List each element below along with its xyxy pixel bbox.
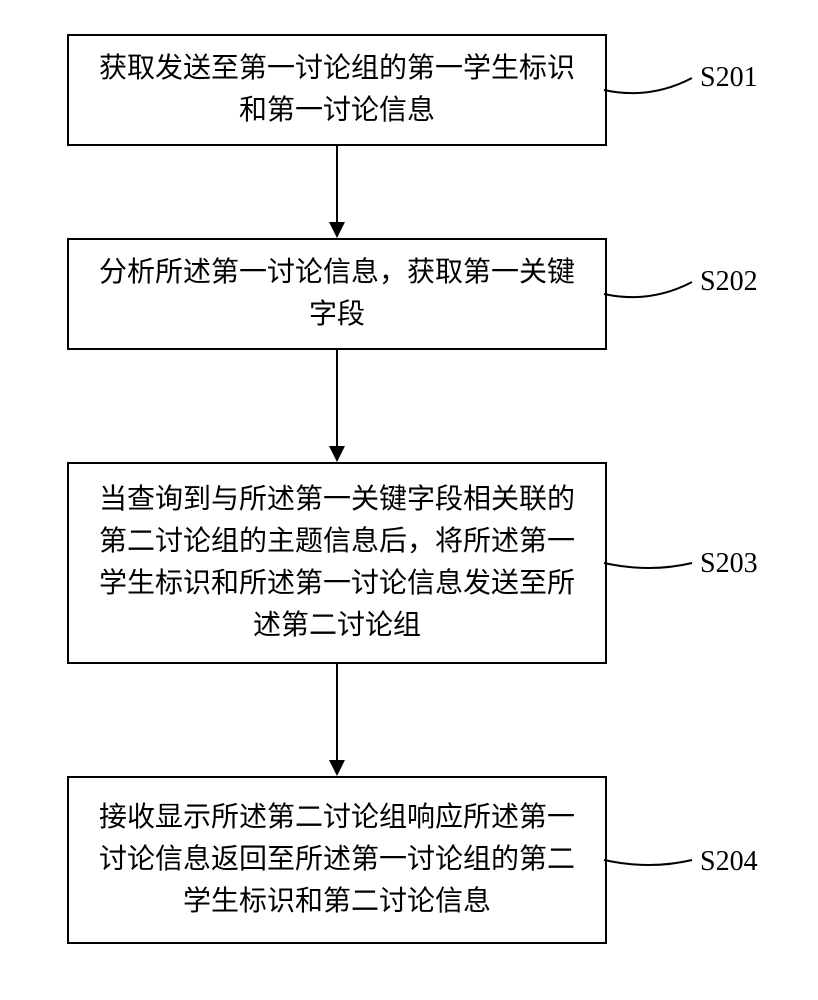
flow-node-s202: 分析所述第一讨论信息，获取第一关键字段 <box>67 238 607 350</box>
flow-node-s204: 接收显示所述第二讨论组响应所述第一讨论信息返回至所述第一讨论组的第二学生标识和第… <box>67 776 607 944</box>
step-label-s201: S201 <box>700 62 758 94</box>
node-text: 当查询到与所述第一关键字段相关联的第二讨论组的主题信息后，将所述第一学生标识和所… <box>89 479 585 647</box>
step-label-s204: S204 <box>700 846 758 878</box>
step-label-s202: S202 <box>700 266 758 298</box>
flow-node-s201: 获取发送至第一讨论组的第一学生标识和第一讨论信息 <box>67 34 607 146</box>
step-label-s203: S203 <box>700 548 758 580</box>
node-text: 获取发送至第一讨论组的第一学生标识和第一讨论信息 <box>89 48 585 132</box>
node-text: 分析所述第一讨论信息，获取第一关键字段 <box>89 252 585 336</box>
flowchart-canvas: 获取发送至第一讨论组的第一学生标识和第一讨论信息 S201 分析所述第一讨论信息… <box>0 0 818 1000</box>
flow-node-s203: 当查询到与所述第一关键字段相关联的第二讨论组的主题信息后，将所述第一学生标识和所… <box>67 462 607 664</box>
node-text: 接收显示所述第二讨论组响应所述第一讨论信息返回至所述第一讨论组的第二学生标识和第… <box>89 797 585 923</box>
